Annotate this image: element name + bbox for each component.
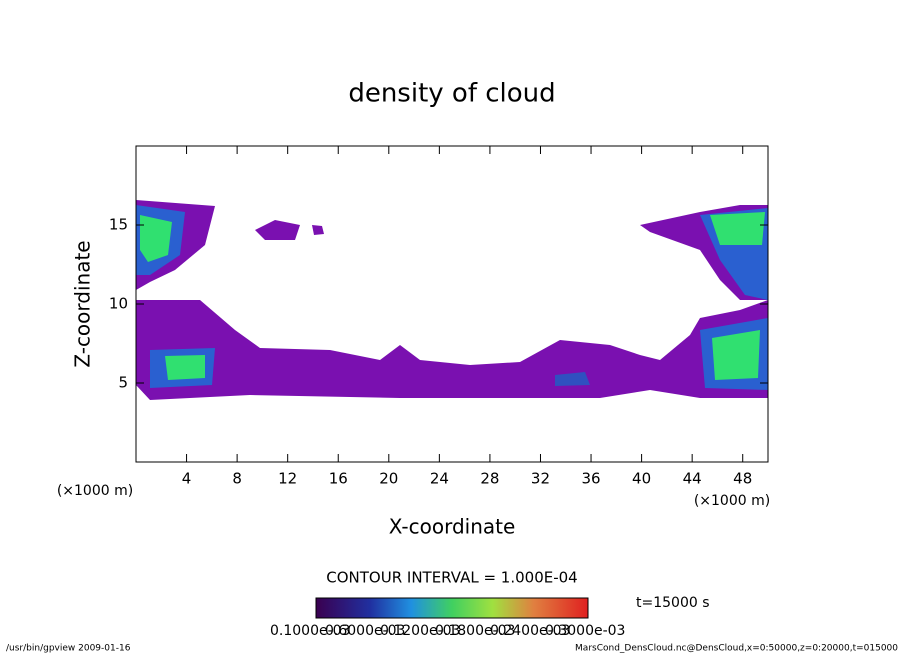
x-tick-label: 40 <box>632 470 651 488</box>
x-tick-label: 12 <box>278 470 297 488</box>
x-unit-label: (×1000 m) <box>694 493 770 509</box>
x-tick-label: 32 <box>531 470 550 488</box>
y-tick-label: 5 <box>118 374 128 392</box>
x-tick-label: 16 <box>329 470 348 488</box>
colorbar <box>315 597 589 619</box>
x-unit-label: (×1000 m) <box>57 483 133 499</box>
y-tick-label: 15 <box>109 216 128 234</box>
x-tick-label: 20 <box>379 470 398 488</box>
y-axis-label: Z-coordinate <box>71 240 95 367</box>
footer-right: MarsCond_DensCloud.nc@DensCloud,x=0:5000… <box>575 644 898 654</box>
x-tick-label: 24 <box>430 470 449 488</box>
colorbar-label: 0.3000e-03 <box>545 623 625 639</box>
x-tick-label: 4 <box>182 470 192 488</box>
x-tick-label: 36 <box>581 470 600 488</box>
time-label: t=15000 s <box>636 595 710 611</box>
colorbar-label: 0.6000e-03 <box>325 623 405 639</box>
colorbar-label: 0.2400e-03 <box>490 623 570 639</box>
colorbar-label: 0.1800e-03 <box>435 623 515 639</box>
y-tick-label: 10 <box>109 295 128 313</box>
colorbar-label: 0.1200e-03 <box>380 623 460 639</box>
chart-title: density of cloud <box>348 79 555 109</box>
x-tick-label: 44 <box>683 470 702 488</box>
plot-frame <box>135 145 769 463</box>
colorbar-label: 0.1000e-03 <box>270 623 350 639</box>
x-tick-label: 28 <box>480 470 499 488</box>
x-tick-label: 48 <box>733 470 752 488</box>
cloud-field <box>136 200 768 400</box>
x-tick-label: 8 <box>232 470 242 488</box>
x-axis-label: X-coordinate <box>389 515 516 539</box>
footer-left: /usr/bin/gpview 2009-01-16 <box>6 644 131 654</box>
contour-interval: CONTOUR INTERVAL = 1.000E-04 <box>326 569 577 587</box>
